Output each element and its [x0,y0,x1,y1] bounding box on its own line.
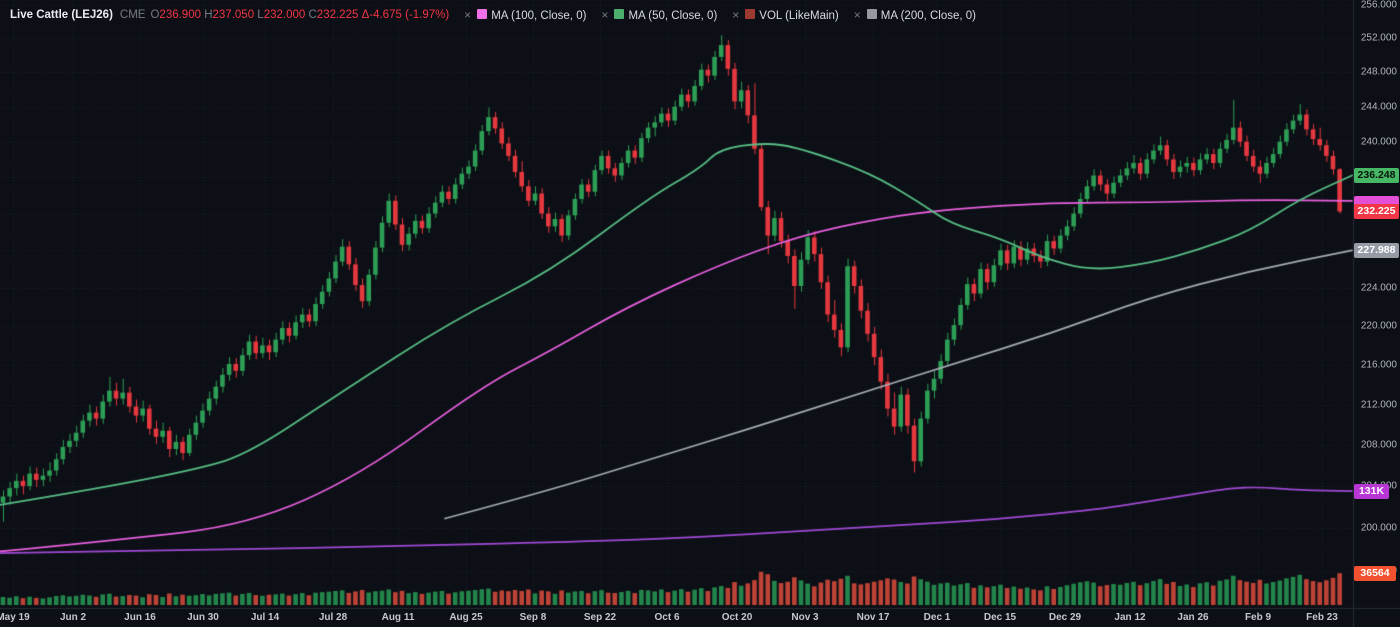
price-tick-label: 240.000 [1360,136,1397,148]
ma100-swatch-icon [477,8,488,19]
time-tick-label: Jul 28 [318,612,348,623]
remove-indicator-icon[interactable]: × [464,8,472,22]
time-tick-label: Nov 3 [791,612,819,623]
time-tick-label: Jun 2 [59,612,87,623]
time-tick-label: Jan 12 [1114,612,1146,623]
time-tick-label: Sep 22 [583,612,617,623]
time-tick-label: Dec 1 [923,612,951,623]
time-axis[interactable]: May 19 Jun 2 Jun 16 Jun 30 Jul 14 Jul 28 Aug 1… [0,609,1400,627]
last-price-badge: 232.225 [1354,203,1399,219]
time-tick-label: May 19 [0,612,30,623]
price-tick-label: 216.000 [1360,359,1397,371]
price-tick-label: 200.000 [1360,522,1397,534]
ohlc-readout: O236.900 H237.050 L232.000 C232.225 Δ-4.… [150,9,449,21]
remove-indicator-icon[interactable]: × [853,8,861,22]
vol-swatch-icon [745,8,756,19]
price-tick-label: 248.000 [1360,66,1397,78]
low-value: 232.000 [263,9,306,21]
ma50-value-badge: 236.248 [1354,167,1399,183]
time-tick-label: Aug 11 [381,612,415,623]
time-tick-label: Oct 20 [721,612,753,623]
time-tick-label: Jan 26 [1177,612,1209,623]
exchange-label: CME [119,9,146,21]
time-tick-label: Dec 29 [1048,612,1082,623]
time-tick-label: Dec 15 [983,612,1017,623]
remove-indicator-icon[interactable]: × [732,8,740,22]
close-label: C [308,9,317,21]
legend-indicator-ma50[interactable]: MA (50, Close, 0) [614,8,718,22]
low-label: L [257,9,264,21]
ma200-swatch-icon [866,8,877,19]
indicator-label: MA (200, Close, 0) [880,9,977,22]
ma50-swatch-icon [614,8,625,19]
price-tick-label: 244.000 [1360,101,1397,113]
ma200-value-badge: 227.988 [1354,243,1399,258]
indicator-label: VOL (LikeMain) [759,9,839,22]
open-value: 236.900 [159,9,201,21]
purple-line-value-badge: 131K [1354,483,1389,499]
legend-indicator-ma100[interactable]: MA (100, Close, 0) [477,8,587,22]
open-label: O [150,9,160,21]
high-label: H [204,9,213,21]
price-tick-label: 212.000 [1360,399,1397,411]
indicator-label: MA (50, Close, 0) [628,9,718,22]
price-axis[interactable]: 236.248 232.225 227.988 131K 36564 256.0… [1354,0,1400,608]
price-tick-label: 256.000 [1360,0,1397,11]
time-tick-label: Jul 14 [250,612,280,623]
time-tick-label: Oct 6 [654,612,680,623]
price-tick-label: 220.000 [1360,320,1397,332]
legend-indicator-vol[interactable]: VOL (LikeMain) [745,8,839,22]
time-tick-label: Nov 17 [856,612,890,623]
time-tick-label: Jun 30 [187,612,219,623]
time-tick-label: Feb 23 [1306,612,1338,623]
time-tick-label: Jun 16 [124,612,156,623]
time-tick-label: Feb 9 [1244,612,1272,623]
price-tick-label: 224.000 [1360,282,1397,294]
volume-value-badge: 36564 [1354,565,1396,581]
symbol-title[interactable]: Live Cattle (LEJ26) [10,9,113,21]
remove-indicator-icon[interactable]: × [601,8,609,22]
time-tick-label: Aug 25 [449,612,483,623]
price-tick-label: 208.000 [1360,439,1397,451]
indicator-label: MA (100, Close, 0) [491,9,587,22]
legend-bar: Live Cattle (LEJ26) CME O236.900 H237.05… [10,6,976,24]
legend-indicator-ma200[interactable]: MA (200, Close, 0) [866,8,977,22]
time-tick-label: Sep 8 [519,612,547,623]
change-value: Δ-4.675 (-1.97%) [361,9,450,21]
price-tick-label: 252.000 [1360,32,1397,44]
high-value: 237.050 [212,9,255,21]
close-value: 232.225 [316,9,359,21]
